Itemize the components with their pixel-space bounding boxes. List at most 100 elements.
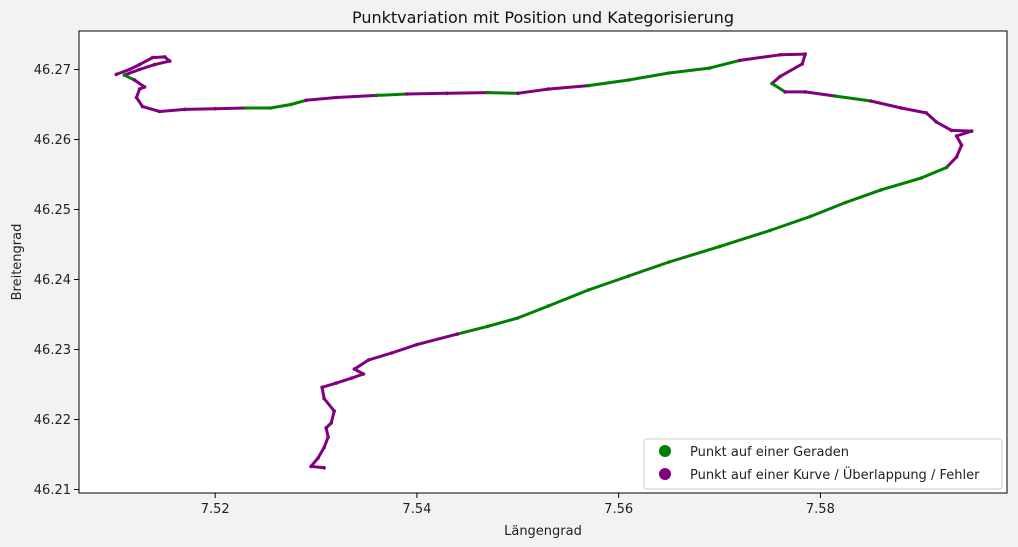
track-segment [349,372,365,380]
data-point [969,129,974,133]
track-segment [950,128,974,133]
track-segment [151,55,167,60]
data-point [843,200,848,205]
data-point [322,466,326,470]
data-point [586,83,591,88]
data-point [332,409,337,413]
data-point [349,376,354,381]
track-segment [486,91,520,95]
data-point [114,72,119,77]
track-segment [667,66,711,75]
data-point [778,74,782,79]
legend-label-curve: Punkt auf einer Kurve / Überlappung / Fe… [690,466,980,483]
track-segment [329,409,336,425]
data-point [546,304,550,308]
legend-label-straight: Punkt auf einer Geraden [690,445,849,460]
track-segment [366,351,394,362]
data-point [455,332,460,336]
data-point [783,90,787,94]
data-point [405,92,409,96]
track-segment [334,93,379,99]
data-point [770,81,774,86]
track-segment [768,215,812,232]
data-point [316,456,320,460]
y-tick-label: 46.27 [34,63,71,78]
data-point [137,67,142,72]
y-tick-label: 46.26 [34,133,71,148]
track-layer [114,52,974,470]
data-point [122,73,127,77]
data-point [808,214,813,219]
track-segment [334,376,353,385]
data-point [800,62,805,66]
data-point [415,342,419,347]
track-segment [718,229,772,249]
data-point [322,396,326,401]
track-segment [269,103,293,110]
data-point [803,52,808,56]
data-point [326,435,330,439]
track-segment [778,52,807,57]
y-tick-label: 46.21 [34,483,71,498]
legend: Punkt auf einer Geraden Punkt auf einer … [643,438,1003,490]
x-tick-label: 7.56 [604,502,633,517]
track-segment [879,176,923,192]
data-point [334,381,339,385]
track-segment [486,316,520,328]
track-segment [138,63,157,71]
track-segment [834,94,873,103]
data-point [320,385,324,390]
data-point [626,274,631,278]
track-segment [309,456,320,468]
track-segment [122,68,142,77]
x-tick-label: 7.58 [806,502,835,517]
data-point [924,111,929,115]
track-segment [899,106,928,115]
track-segment [516,304,550,320]
data-point [515,91,520,96]
track-segment [516,87,550,95]
data-point [919,176,924,180]
x-tick-label: 7.54 [402,502,431,517]
y-tick-label: 46.24 [34,273,71,288]
data-point [717,244,722,249]
data-point [334,95,339,100]
data-point [934,120,939,124]
track-segment [955,143,964,159]
track-segment [546,288,590,308]
data-point [707,66,712,70]
track-segment [320,381,338,389]
y-tick-label: 46.25 [34,203,71,218]
y-axis-label: Breitengrad [10,224,25,301]
data-point [667,71,671,75]
data-point [324,426,328,430]
y-tick-label: 46.23 [34,343,71,358]
x-tick-label: 7.52 [201,502,230,517]
track-segment [153,59,172,67]
data-point [778,53,782,57]
data-point [329,421,333,425]
data-point [152,62,157,67]
track-segment [924,111,938,124]
track-segment [445,91,490,95]
track-segment [320,385,326,400]
track-segment [132,78,147,89]
track-segment [405,91,449,96]
data-point [944,165,949,170]
track-segment [738,53,782,62]
data-point [389,351,394,355]
track-segment [322,435,330,449]
data-point [586,288,591,292]
data-point [768,228,772,233]
data-point [167,59,172,63]
data-point [879,188,883,192]
data-point [515,316,520,320]
data-point [150,55,155,60]
data-point [309,464,313,469]
track-segment [183,107,217,111]
track-segment [707,58,742,70]
track-segment [304,96,338,102]
x-axis: 7.52 7.54 7.56 7.58 [201,493,835,517]
data-point [445,91,449,96]
